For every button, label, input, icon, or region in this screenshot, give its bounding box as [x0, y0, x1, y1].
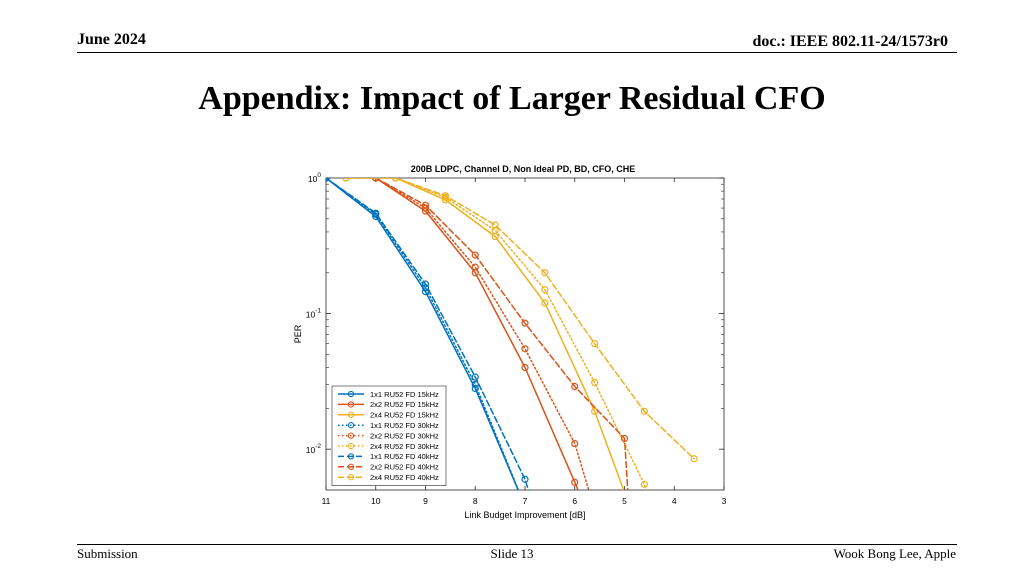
- data-point-2x2-ru52-fd-15khz: [521, 363, 529, 372]
- data-point-2x4-ru52-fd-15khz: [541, 299, 549, 307]
- data-point-2x2-ru52-fd-40khz: [571, 382, 579, 391]
- data-point-2x2-ru52-fd-40khz: [626, 515, 632, 521]
- y-tick-label: 10-1: [306, 308, 322, 320]
- series-line-1x1-ru52-fd-15khz: [326, 178, 519, 490]
- legend-marker: [347, 463, 355, 470]
- legend-marker: [347, 474, 355, 481]
- data-point-1x1-ru52-fd-15khz: [421, 288, 430, 296]
- x-tick-label: 8: [473, 496, 478, 506]
- legend-label: 2x4 RU52 FD 15kHz: [370, 411, 439, 420]
- chart-title: 200B LDPC, Channel D, Non Ideal PD, BD, …: [411, 164, 636, 174]
- series-line-2x4-ru52-fd-15khz: [345, 178, 625, 490]
- data-point-2x2-ru52-fd-30khz: [521, 345, 529, 353]
- data-point-2x4-ru52-fd-15khz: [441, 196, 449, 204]
- data-point-2x4-ru52-fd-40khz: [491, 221, 499, 229]
- data-point-2x4-ru52-fd-40khz: [392, 178, 400, 182]
- data-point-2x2-ru52-fd-15khz: [571, 478, 579, 486]
- series-line-1x1-ru52-fd-40khz: [326, 178, 530, 490]
- y-axis-label: PER: [293, 324, 303, 343]
- footer-slide-number: Slide 13: [490, 546, 534, 561]
- series-line-2x4-ru52-fd-30khz: [345, 178, 647, 490]
- legend-marker: [347, 390, 355, 398]
- footer-rule: [77, 544, 957, 545]
- legend-marker: [347, 432, 355, 439]
- legend-label: 1x1 RU52 FD 30kHz: [370, 421, 439, 430]
- data-point-2x2-ru52-fd-30khz: [471, 263, 479, 271]
- data-point-1x1-ru52-fd-40khz: [521, 475, 529, 483]
- legend-label: 2x4 RU52 FD 40kHz: [370, 473, 439, 482]
- data-point-2x4-ru52-fd-40khz: [342, 178, 350, 182]
- data-point-2x4-ru52-fd-30khz: [640, 480, 648, 488]
- y-tick-base: 10: [306, 445, 316, 455]
- data-point-2x4-ru52-fd-30khz: [541, 286, 549, 294]
- per-chart: 200B LDPC, Channel D, Non Ideal PD, BD, …: [293, 164, 727, 521]
- legend-marker: [347, 453, 355, 460]
- data-point-2x2-ru52-fd-15khz: [587, 515, 593, 521]
- legend-label: 2x2 RU52 FD 30kHz: [370, 431, 439, 440]
- legend-label: 2x2 RU52 FD 15kHz: [370, 400, 439, 409]
- x-tick-label: 11: [322, 496, 331, 506]
- header-doc-id: doc.: IEEE 802.11-24/1573r0: [752, 33, 948, 50]
- y-tick-exponent: 0: [317, 172, 321, 179]
- series-group: [326, 178, 698, 521]
- header-rule: [77, 52, 957, 53]
- series-line-2x2-ru52-fd-15khz: [375, 178, 579, 490]
- legend-label: 2x2 RU52 FD 40kHz: [370, 463, 439, 472]
- data-point-2x4-ru52-fd-40khz: [591, 340, 599, 348]
- legend-marker: [347, 411, 355, 418]
- series-line-2x2-ru52-fd-40khz: [375, 178, 629, 490]
- data-point-2x4-ru52-fd-40khz: [640, 407, 648, 415]
- data-point-2x2-ru52-fd-40khz: [620, 434, 629, 443]
- data-point-2x4-ru52-fd-40khz: [541, 269, 549, 277]
- slide-title: Appendix: Impact of Larger Residual CFO: [198, 80, 826, 117]
- data-point-2x4-ru52-fd-15khz: [629, 510, 635, 516]
- x-tick-label: 6: [572, 496, 577, 506]
- data-point-2x2-ru52-fd-40khz: [421, 201, 430, 209]
- data-point-2x4-ru52-fd-40khz: [690, 455, 698, 463]
- x-tick-label: 7: [523, 496, 528, 506]
- data-point-2x4-ru52-fd-30khz: [651, 515, 657, 521]
- footer-author: Wook Bong Lee, Apple: [833, 546, 956, 561]
- series-line-2x4-ru52-fd-40khz: [345, 178, 695, 460]
- data-point-2x2-ru52-fd-30khz: [571, 439, 579, 448]
- data-point-1x1-ru52-fd-40khz: [471, 373, 479, 381]
- data-point-2x4-ru52-fd-40khz: [441, 192, 449, 200]
- data-point-1x1-ru52-fd-40khz: [372, 209, 380, 217]
- header-date: June 2024: [77, 31, 146, 48]
- y-tick-exponent: -2: [315, 443, 321, 450]
- y-tick-label: 100: [308, 172, 321, 184]
- x-tick-label: 4: [672, 496, 677, 506]
- x-axis-label: Link Budget Improvement [dB]: [464, 510, 585, 520]
- data-point-2x2-ru52-fd-40khz: [521, 319, 529, 327]
- data-point-2x4-ru52-fd-30khz: [591, 378, 599, 387]
- y-tick-base: 10: [308, 174, 318, 184]
- legend-label: 1x1 RU52 FD 15kHz: [370, 390, 439, 399]
- legend-marker: [347, 442, 355, 450]
- y-tick-base: 10: [306, 310, 316, 320]
- x-tick-label: 3: [722, 496, 727, 506]
- legend-marker: [347, 422, 355, 429]
- x-tick-label: 5: [622, 496, 627, 506]
- data-point-1x1-ru52-fd-40khz: [421, 280, 430, 288]
- legend-label: 1x1 RU52 FD 40kHz: [370, 452, 439, 461]
- series-line-2x2-ru52-fd-30khz: [375, 178, 590, 490]
- x-tick-label: 10: [371, 496, 381, 506]
- y-tick-exponent: -1: [315, 308, 321, 315]
- legend-marker: [347, 401, 355, 408]
- data-point-2x2-ru52-fd-40khz: [372, 178, 380, 182]
- x-tick-label: 9: [423, 496, 428, 506]
- data-point-2x2-ru52-fd-30khz: [594, 515, 600, 521]
- y-tick-label: 10-2: [306, 443, 322, 455]
- legend-label: 2x4 RU52 FD 30kHz: [370, 442, 439, 451]
- data-point-2x2-ru52-fd-40khz: [471, 251, 479, 259]
- footer-submission: Submission: [77, 546, 138, 561]
